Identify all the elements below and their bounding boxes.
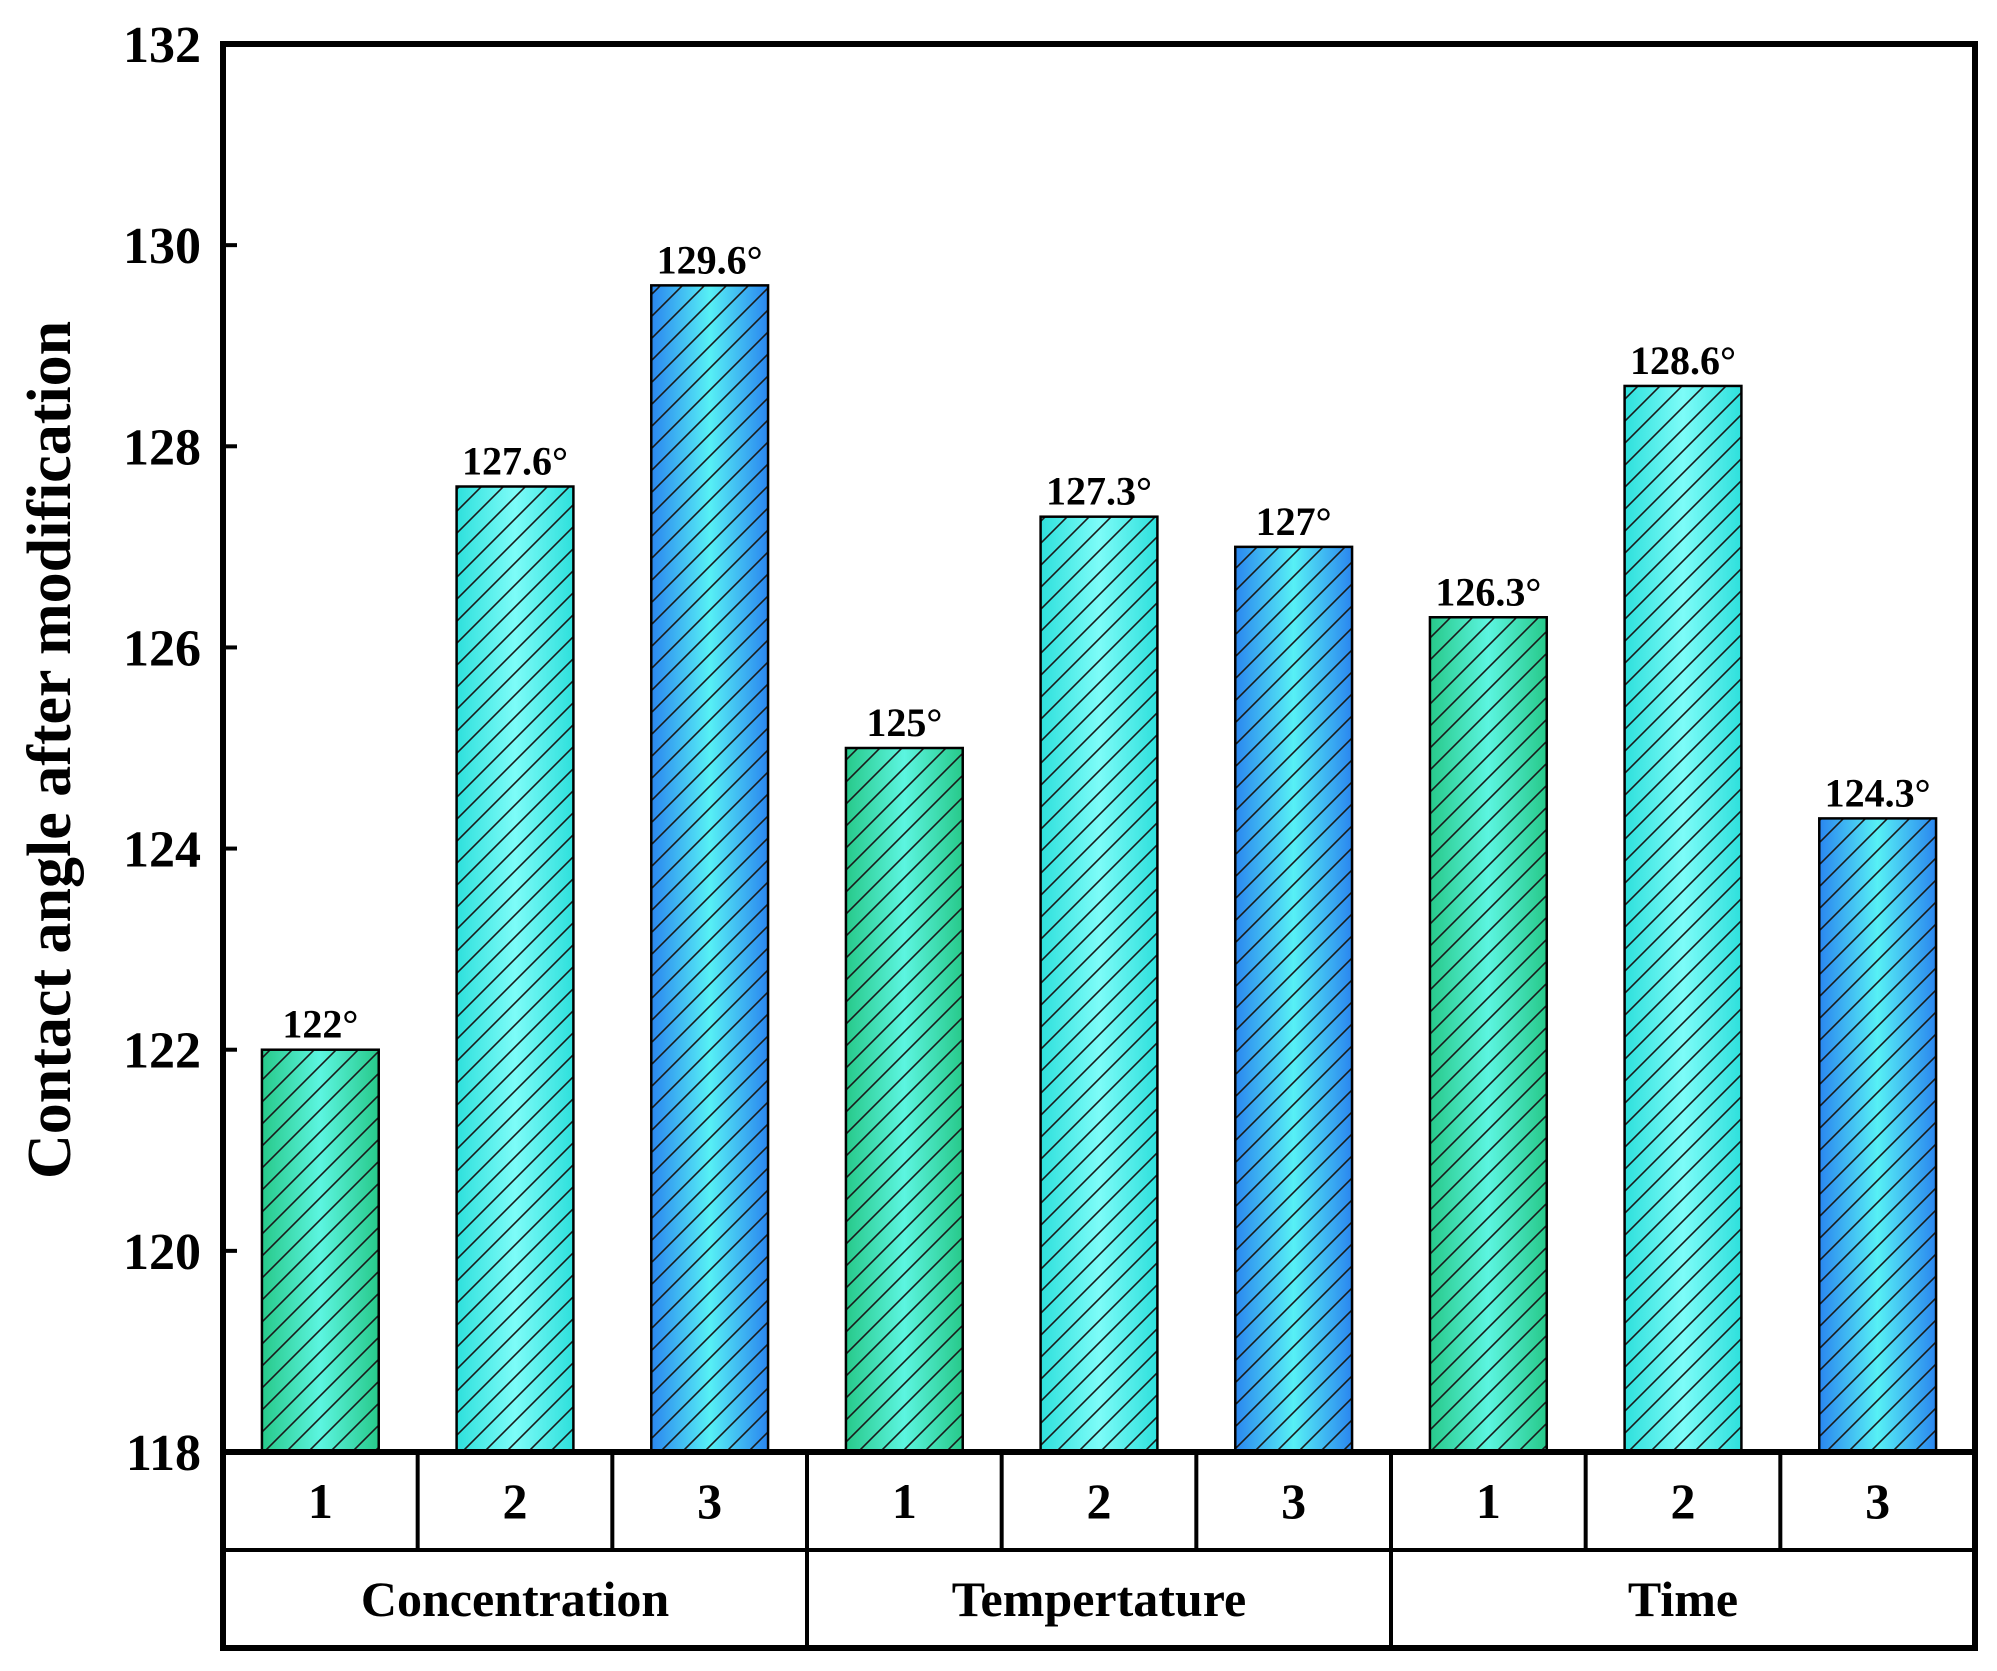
- bar: [260, 1048, 380, 1454]
- bar: [1818, 817, 1938, 1454]
- data-label: 127.3°: [1046, 469, 1152, 514]
- category-label: 2: [1671, 1473, 1696, 1529]
- bar: [1428, 616, 1548, 1454]
- y-tick-label: 124: [123, 822, 201, 879]
- y-tick-label: 126: [123, 620, 201, 677]
- bars-layer: [260, 284, 1938, 1454]
- category-label: 2: [503, 1473, 528, 1529]
- y-tick-label: 120: [123, 1224, 201, 1281]
- bar: [455, 485, 575, 1454]
- data-labels-layer: 122° 127.6° 129.6° 125° 127.3° 127° 126.3° 128.…: [282, 237, 1930, 1046]
- bar: [844, 746, 964, 1454]
- category-label: 3: [1865, 1473, 1890, 1529]
- y-tick-label: 118: [126, 1425, 201, 1482]
- category-label: 3: [1281, 1473, 1306, 1529]
- data-label: 122°: [282, 1002, 358, 1047]
- y-axis-title: Contact angle after modification: [16, 321, 84, 1179]
- y-tick-label: 130: [123, 218, 201, 275]
- group-label: Time: [1628, 1571, 1738, 1627]
- data-label: 127°: [1256, 499, 1332, 544]
- category-table: 1 2 3 Concentration 1 2 3 Tempertature 1 2 3 Time: [223, 1449, 1975, 1648]
- bar: [1039, 515, 1159, 1454]
- category-label: 1: [892, 1473, 917, 1529]
- bar: [650, 284, 770, 1454]
- y-tick-label: 128: [123, 419, 201, 476]
- bar: [1234, 545, 1354, 1454]
- category-label: 1: [308, 1473, 333, 1529]
- y-axis: 118 120 122 124 126 128 130 132: [123, 17, 237, 1482]
- category-label: 2: [1087, 1473, 1112, 1529]
- data-label: 129.6°: [657, 237, 763, 282]
- group-label: Concentration: [361, 1571, 669, 1627]
- data-label: 124.3°: [1825, 770, 1931, 815]
- group-label: Tempertature: [952, 1571, 1246, 1627]
- y-tick-label: 122: [123, 1023, 201, 1080]
- bar: [1623, 384, 1743, 1454]
- category-label: 3: [697, 1473, 722, 1529]
- data-label: 126.3°: [1435, 569, 1541, 614]
- data-label: 127.6°: [462, 439, 568, 484]
- y-tick-label: 132: [123, 17, 201, 74]
- data-label: 125°: [866, 700, 942, 745]
- category-label: 1: [1476, 1473, 1501, 1529]
- plot-frame: [220, 41, 1978, 1651]
- data-label: 128.6°: [1630, 338, 1736, 383]
